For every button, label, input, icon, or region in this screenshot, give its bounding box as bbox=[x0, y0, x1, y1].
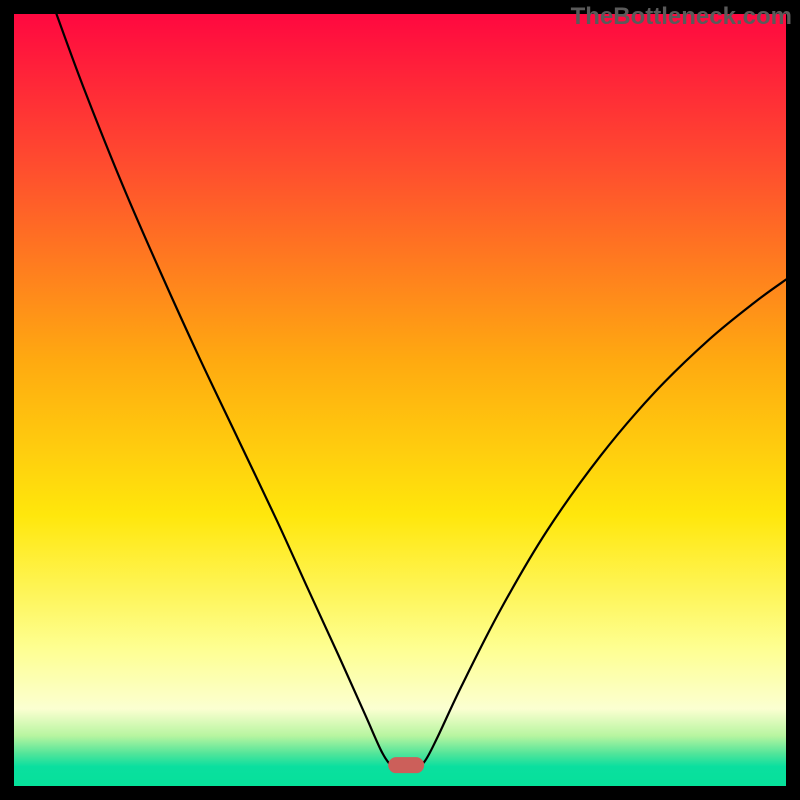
gradient-background bbox=[14, 14, 786, 786]
watermark-label: TheBottleneck.com bbox=[571, 3, 792, 31]
chart-svg bbox=[14, 14, 786, 786]
chart-container: TheBottleneck.com bbox=[0, 0, 800, 800]
plot-area bbox=[14, 14, 786, 786]
minimum-marker bbox=[388, 757, 424, 773]
